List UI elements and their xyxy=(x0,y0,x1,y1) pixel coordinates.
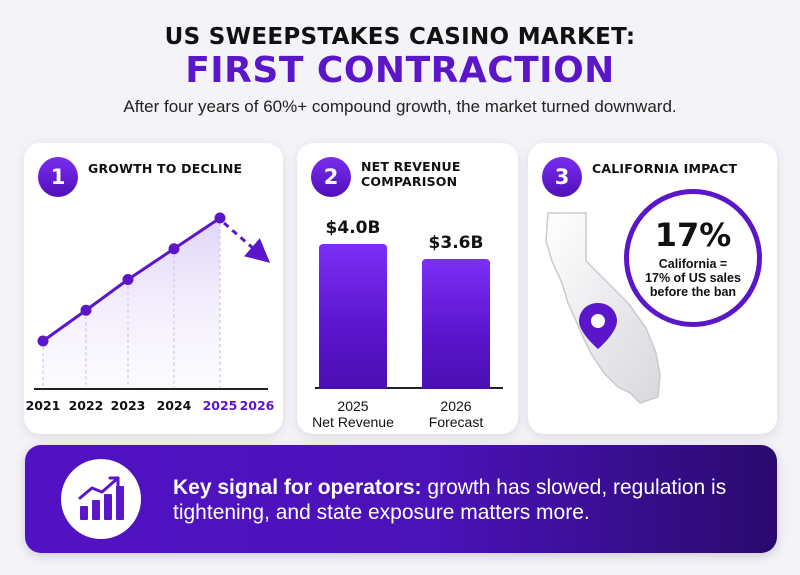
subtitle: After four years of 60%+ compound growth… xyxy=(123,97,677,116)
california-impact-card: 3 CALIFORNIA IMPACT 17% California = 17%… xyxy=(528,143,777,434)
panel-title-line: NET REVENUE xyxy=(361,159,461,174)
stat-caption: California = 17% of US sales before the … xyxy=(645,257,741,299)
bar-category-label: 2025 Net Revenue xyxy=(298,398,408,430)
area-fill xyxy=(43,218,220,389)
data-point xyxy=(168,243,180,255)
bar-category-line: 2026 xyxy=(440,398,472,414)
title-top: US SWEEPSTAKES CASINO MARKET: xyxy=(164,24,636,50)
panel-title: NET REVENUE COMPARISON xyxy=(361,159,461,189)
california-map xyxy=(545,212,661,404)
key-signal-text: Key signal for operators: growth has slo… xyxy=(173,475,763,525)
data-point xyxy=(80,304,92,316)
bar-category-label: 2026 Forecast xyxy=(401,398,511,430)
x-tick-label: 2024 xyxy=(157,398,192,413)
stat-caption-line: California = xyxy=(658,257,728,271)
california-stat-circle: 17% California = 17% of US sales before … xyxy=(624,189,762,327)
x-tick-label: 2023 xyxy=(111,398,146,413)
key-signal-body: growth has slowed, regulation is tighten… xyxy=(173,476,727,524)
revenue-bar xyxy=(422,258,490,389)
key-signal-banner: Key signal for operators: growth has slo… xyxy=(25,445,777,553)
x-tick-label: 2025 xyxy=(203,398,238,413)
data-point xyxy=(37,335,49,347)
x-tick-label: 2022 xyxy=(69,398,104,413)
growth-to-decline-card: 1 GROWTH TO DECLINE 2021 2022 2023 2024 2025… xyxy=(24,143,283,434)
x-tick-label: 2026 xyxy=(240,398,275,413)
panel-title: GROWTH TO DECLINE xyxy=(88,161,243,176)
panel-title: CALIFORNIA IMPACT xyxy=(592,161,738,176)
stat-value: 17% xyxy=(654,216,732,254)
x-tick-label: 2021 xyxy=(26,398,61,413)
decline-forecast-line xyxy=(223,221,271,263)
stat-caption-line: before the ban xyxy=(649,285,737,299)
x-axis-line xyxy=(315,387,503,389)
rising-bar-chart-icon xyxy=(61,459,141,539)
location-pin-icon xyxy=(579,303,617,349)
bar-category-line: Net Revenue xyxy=(312,414,394,430)
bar-category-line: 2025 xyxy=(337,398,369,414)
net-revenue-card: 2 NET REVENUE COMPARISON $4.0B 2025 Net Re… xyxy=(297,143,518,434)
panel-number-badge: 2 xyxy=(311,157,351,197)
panel-title-line: COMPARISON xyxy=(361,174,458,189)
line-chart: 2021 2022 2023 2024 2025 2026 xyxy=(26,212,275,413)
bar-value-label: $4.0B xyxy=(325,218,381,238)
key-signal-label: Key signal for operators: xyxy=(173,476,422,499)
stat-caption-line: 17% of US sales xyxy=(645,271,741,285)
bar-category-line: Forecast xyxy=(428,414,484,430)
page-title: FIRST CONTRACTION xyxy=(185,50,615,91)
data-point xyxy=(122,274,134,285)
header: US SWEEPSTAKES CASINO MARKET: FIRST CONT… xyxy=(0,24,800,117)
revenue-bar xyxy=(319,244,387,389)
panel-number-badge: 3 xyxy=(542,157,582,197)
bar-value-label: $3.6B xyxy=(428,232,484,253)
data-point xyxy=(214,212,226,224)
panel-number-badge: 1 xyxy=(38,157,78,197)
